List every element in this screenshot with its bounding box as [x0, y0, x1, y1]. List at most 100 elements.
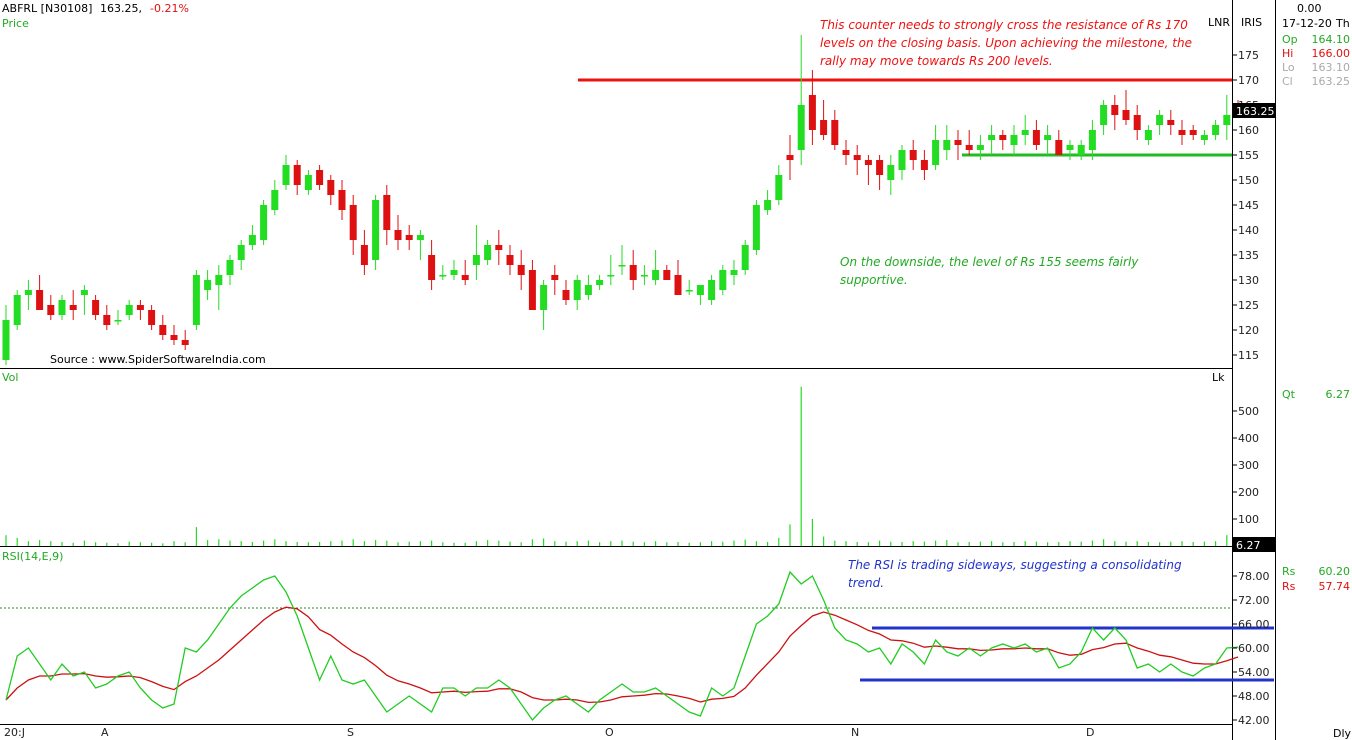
price-axis-label: 145	[1238, 199, 1259, 212]
candle-body	[248, 235, 256, 245]
volume-axis-label: 300	[1238, 459, 1259, 472]
support-annotation: On the downside, the level of Rs 155 see…	[840, 255, 1139, 287]
volume-bars	[5, 386, 1239, 546]
candle-body	[909, 150, 917, 160]
candle-body	[80, 290, 88, 295]
candle-body	[663, 270, 671, 280]
candle-body	[159, 325, 167, 335]
price-axis-label: 175	[1238, 49, 1259, 62]
volume-panel-label: Vol	[2, 371, 18, 384]
info-high-value: 166.00	[1312, 47, 1351, 60]
candle-body	[607, 275, 615, 277]
candle-body	[360, 245, 368, 265]
candle-body	[405, 235, 413, 240]
candle-body	[1100, 105, 1108, 125]
candle-body	[394, 230, 402, 240]
candle-body	[226, 260, 234, 275]
candle-body	[797, 105, 805, 150]
info-day: Th	[1335, 17, 1350, 30]
info-open-label: Op	[1282, 33, 1298, 46]
candle-body	[596, 280, 604, 285]
rsi-panel-label: RSI(14,E,9)	[2, 550, 63, 563]
last-price-tag: 163.25	[1236, 105, 1275, 118]
candle-body	[136, 305, 144, 310]
info-rsi-label: Rs	[1282, 565, 1296, 578]
candle-body	[1066, 145, 1074, 150]
candle-body	[528, 270, 536, 310]
volume-axis-label: 500	[1238, 405, 1259, 418]
candle-body	[204, 280, 212, 290]
volume-axis-label: 400	[1238, 432, 1259, 445]
rsi-axis-label: 72.00	[1238, 594, 1270, 607]
candle-body	[327, 180, 335, 195]
candle-body	[1111, 105, 1119, 115]
candle-body	[685, 290, 693, 292]
candle-body	[640, 275, 648, 277]
candle-body	[887, 165, 895, 180]
candle-body	[271, 190, 279, 210]
last-price-tag-bg	[1233, 103, 1275, 118]
candle-body	[1189, 130, 1197, 135]
candle-body	[976, 145, 984, 150]
candle-body	[192, 275, 200, 325]
info-high-label: Hi	[1282, 47, 1293, 60]
price-levels	[578, 78, 1232, 157]
candle-body	[383, 195, 391, 230]
rsi-axis-label: 42.00	[1238, 714, 1270, 727]
candle-body	[416, 235, 424, 240]
info-qty-value: 6.27	[1326, 388, 1351, 401]
rsi-text-line: trend.	[848, 576, 884, 590]
candle-body	[540, 285, 548, 310]
lnr-label: LNR	[1208, 16, 1230, 29]
candle-body	[562, 290, 570, 300]
candle-body	[304, 175, 312, 190]
candle-body	[36, 290, 44, 310]
rsi-line	[5, 570, 1239, 722]
candle-body	[920, 160, 928, 170]
rsi-lines	[0, 570, 1274, 722]
candle-body	[584, 285, 592, 295]
candle-body	[237, 245, 245, 260]
candle-body	[1010, 135, 1018, 145]
candle-body	[876, 160, 884, 175]
candle-body	[349, 205, 357, 240]
rsi-axis-label: 66.00	[1238, 618, 1270, 631]
rsi-axis-label: 60.00	[1238, 642, 1270, 655]
info-rsi-value: 60.20	[1319, 565, 1351, 578]
candle-body	[831, 120, 839, 145]
volume-axis-label: 100	[1238, 513, 1259, 526]
info-qty-label: Qt	[1282, 388, 1296, 401]
candle-body	[943, 140, 951, 150]
candle-body	[69, 305, 77, 310]
rsi-annotation: The RSI is trading sideways, suggesting …	[848, 558, 1182, 590]
info-signal-value: 57.74	[1319, 580, 1351, 593]
last-volume-tag: 6.27	[1236, 539, 1261, 552]
candle-body	[472, 255, 480, 265]
candle-body	[551, 275, 559, 280]
candle-body	[999, 135, 1007, 140]
candle-body	[484, 245, 492, 260]
candle-body	[1167, 120, 1175, 125]
price-axis-label: 140	[1238, 224, 1259, 237]
candle-body	[372, 200, 380, 260]
candle-body	[786, 155, 794, 160]
rsi-axis-label: 48.00	[1238, 690, 1270, 703]
iris-label: IRIS	[1241, 16, 1262, 29]
candle-body	[1223, 115, 1231, 125]
candle-body	[898, 150, 906, 170]
candle-body	[1122, 110, 1130, 120]
info-signal-label: Rs	[1282, 580, 1296, 593]
candle-body	[1200, 135, 1208, 140]
candle-body	[775, 175, 783, 200]
candle-body	[719, 270, 727, 290]
candle-body	[517, 265, 525, 275]
x-axis-label: D	[1086, 726, 1094, 739]
candle-body	[730, 270, 738, 275]
candle-body	[629, 265, 637, 280]
candle-body	[125, 305, 133, 315]
change-percent: -0.21%	[150, 2, 189, 15]
candle-body	[696, 285, 704, 295]
rsi-text-line: The RSI is trading sideways, suggesting …	[848, 558, 1182, 572]
last-volume-tag-bg	[1233, 537, 1275, 552]
